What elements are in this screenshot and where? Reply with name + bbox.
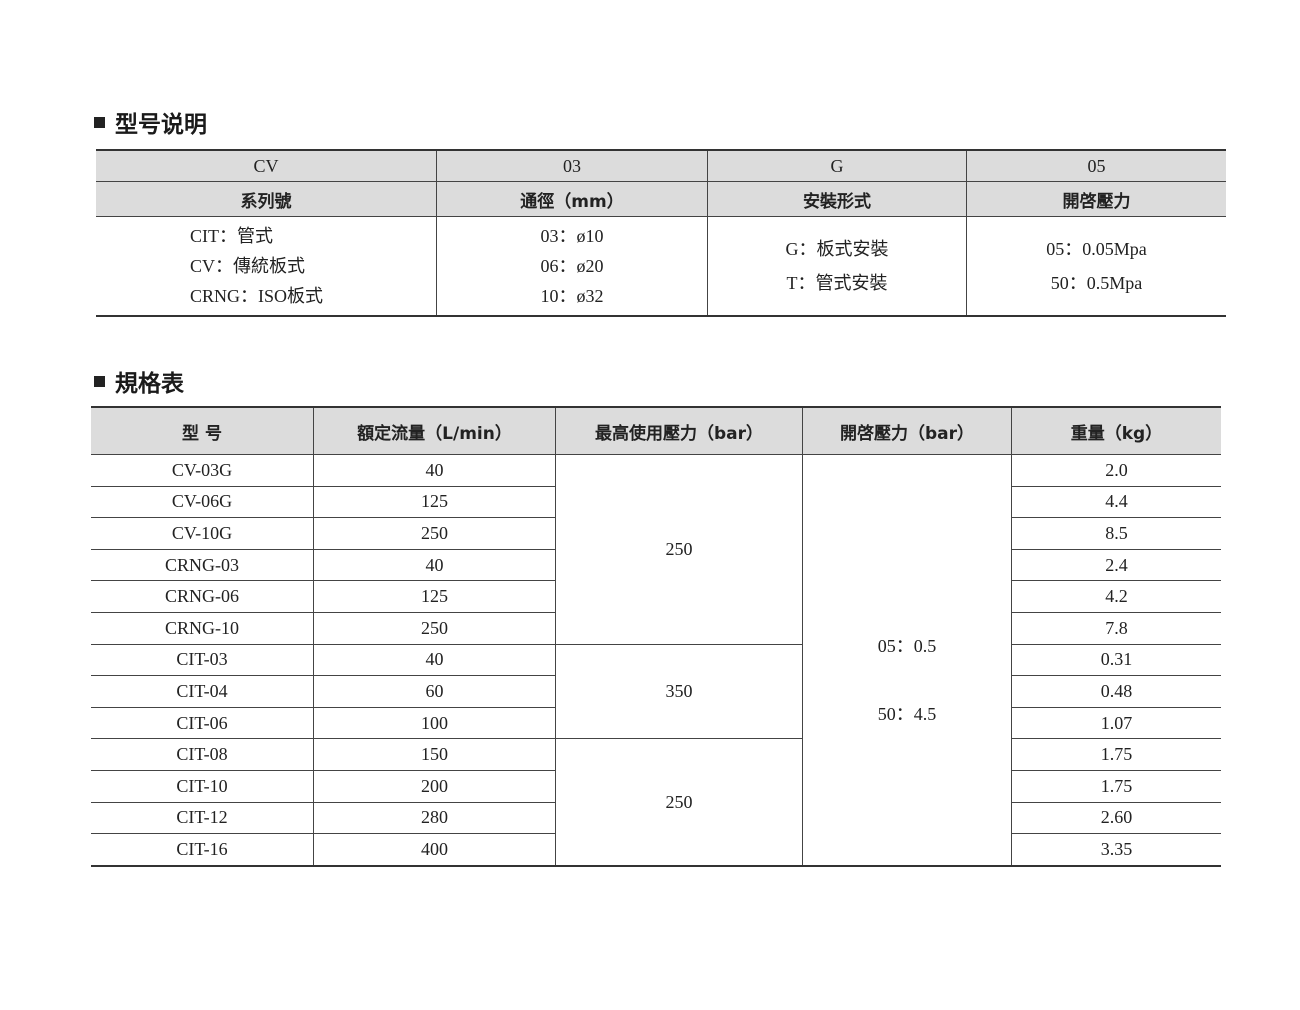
code-cell: G [707, 150, 967, 182]
flow-cell: 40 [313, 549, 556, 582]
flow-cell: 100 [313, 707, 556, 740]
header-cell: 開啓壓力 [966, 181, 1226, 217]
weight-cell: 7.8 [1011, 612, 1221, 645]
weight-cell: 8.5 [1011, 517, 1221, 550]
header-cell: 安裝形式 [707, 181, 967, 217]
model-cell: CRNG-03 [91, 549, 314, 582]
table-row: CRNG-10 250 7.8 [91, 612, 1221, 645]
spec-section-title: 規格表 [94, 364, 184, 398]
code-cell: 03 [436, 150, 708, 182]
flow-cell: 40 [313, 644, 556, 677]
spec-table: 型 号 額定流量（L/min） 最高使用壓力（bar） 開啓壓力（bar） 重量… [91, 406, 1221, 867]
weight-cell: 2.0 [1011, 454, 1221, 487]
cracking-value: 05：0.5 [877, 635, 937, 656]
max-pressure-cell: 350 [555, 644, 803, 740]
flow-cell: 400 [313, 833, 556, 867]
weight-cell: 3.35 [1011, 833, 1221, 867]
diameter-item: 03：ø10 [540, 226, 604, 246]
flow-cell: 60 [313, 675, 556, 708]
max-pressure-cell: 250 [555, 454, 803, 645]
model-cell: CIT-10 [91, 770, 314, 803]
weight-cell: 2.4 [1011, 549, 1221, 582]
mounting-item: G：板式安裝 [785, 239, 889, 259]
weight-cell: 4.2 [1011, 580, 1221, 613]
model-cell: CIT-03 [91, 644, 314, 677]
model-cell: CV-06G [91, 486, 314, 519]
diameter-item: 06：ø20 [540, 256, 604, 276]
series-item: CRNG：ISO板式 [190, 286, 324, 306]
flow-cell: 125 [313, 486, 556, 519]
flow-cell: 150 [313, 738, 556, 771]
cracking-value: 50：4.5 [877, 703, 937, 724]
model-cell: CV-10G [91, 517, 314, 550]
model-cell: CIT-06 [91, 707, 314, 740]
header-cell: 最高使用壓力（bar） [555, 407, 803, 455]
model-cell: CRNG-10 [91, 612, 314, 645]
model-cell: CRNG-06 [91, 580, 314, 613]
header-cell: 開啓壓力（bar） [802, 407, 1012, 455]
header-cell: 重量（kg） [1011, 407, 1221, 455]
model-cell: CIT-16 [91, 833, 314, 867]
cracking-pressure-cell: 05：0.5 50：4.5 [802, 454, 1012, 867]
cracking-item: 05：0.05Mpa [1046, 239, 1147, 259]
table-row: CV-03G 40 250 05：0.5 50：4.5 2.0 [91, 454, 1221, 867]
model-cell: CIT-12 [91, 802, 314, 835]
weight-cell: 1.07 [1011, 707, 1221, 740]
header-cell: 通徑（mm） [436, 181, 708, 217]
diameter-item: 10：ø32 [540, 286, 604, 306]
series-item: CIT：管式 [190, 226, 273, 246]
flow-cell: 280 [313, 802, 556, 835]
table-row: CIT-12 280 2.60 [91, 802, 1221, 835]
model-code-table: CV 03 G 05 系列號 通徑（mm） 安裝形式 開啓壓力 CIT：管式 C… [96, 149, 1226, 317]
code-cell: CV [96, 150, 437, 182]
header-cell: 系列號 [96, 181, 437, 217]
table-row: CRNG-03 40 2.4 [91, 549, 1221, 582]
weight-cell: 0.31 [1011, 644, 1221, 677]
model-cell: CV-03G [91, 454, 314, 487]
table-row: CIT-03 40 350 0.31 [91, 644, 1221, 740]
flow-cell: 250 [313, 612, 556, 645]
bullet-square-icon [94, 375, 105, 387]
weight-cell: 0.48 [1011, 675, 1221, 708]
weight-cell: 2.60 [1011, 802, 1221, 835]
mounting-item: T：管式安裝 [786, 273, 888, 293]
flow-cell: 200 [313, 770, 556, 803]
series-cell: CIT：管式 CV：傳統板式 CRNG：ISO板式 [96, 216, 437, 316]
table-row: CIT-06 100 1.07 [91, 707, 1221, 740]
weight-cell: 1.75 [1011, 770, 1221, 803]
diameter-cell: 03：ø10 06：ø20 10：ø32 [436, 216, 708, 316]
header-cell: 型 号 [91, 407, 314, 455]
table-row: CIT-04 60 0.48 [91, 675, 1221, 708]
table-row: CIT-08 150 250 1.75 [91, 738, 1221, 867]
title-text: 規格表 [115, 371, 184, 397]
header-cell: 額定流量（L/min） [313, 407, 556, 455]
flow-cell: 40 [313, 454, 556, 487]
model-cell: CIT-04 [91, 675, 314, 708]
table-row: CIT-10 200 1.75 [91, 770, 1221, 803]
code-cell: 05 [966, 150, 1226, 182]
header-row: 型 号 額定流量（L/min） 最高使用壓力（bar） 開啓壓力（bar） 重量… [91, 407, 1221, 455]
bullet-square-icon [94, 116, 105, 128]
title-text: 型号说明 [115, 112, 207, 138]
model-cell: CIT-08 [91, 738, 314, 771]
table-row: CRNG-06 125 4.2 [91, 580, 1221, 613]
flow-cell: 125 [313, 580, 556, 613]
model-section-title: 型号说明 [94, 105, 207, 139]
max-pressure-cell: 250 [555, 738, 803, 867]
series-item: CV：傳統板式 [190, 256, 306, 276]
flow-cell: 250 [313, 517, 556, 550]
weight-cell: 4.4 [1011, 486, 1221, 519]
weight-cell: 1.75 [1011, 738, 1221, 771]
table-row: CIT-16 400 3.35 [91, 833, 1221, 867]
code-row: CV 03 G 05 [96, 150, 1226, 182]
header-row: 系列號 通徑（mm） 安裝形式 開啓壓力 [96, 181, 1226, 217]
table-row: CV-06G 125 4.4 [91, 486, 1221, 519]
description-row: CIT：管式 CV：傳統板式 CRNG：ISO板式 03：ø10 06：ø20 … [96, 216, 1226, 316]
mounting-cell: G：板式安裝 T：管式安裝 [707, 216, 967, 316]
cracking-cell: 05：0.05Mpa 50：0.5Mpa [966, 216, 1226, 316]
table-row: CV-10G 250 8.5 [91, 517, 1221, 550]
cracking-item: 50：0.5Mpa [1050, 273, 1143, 293]
